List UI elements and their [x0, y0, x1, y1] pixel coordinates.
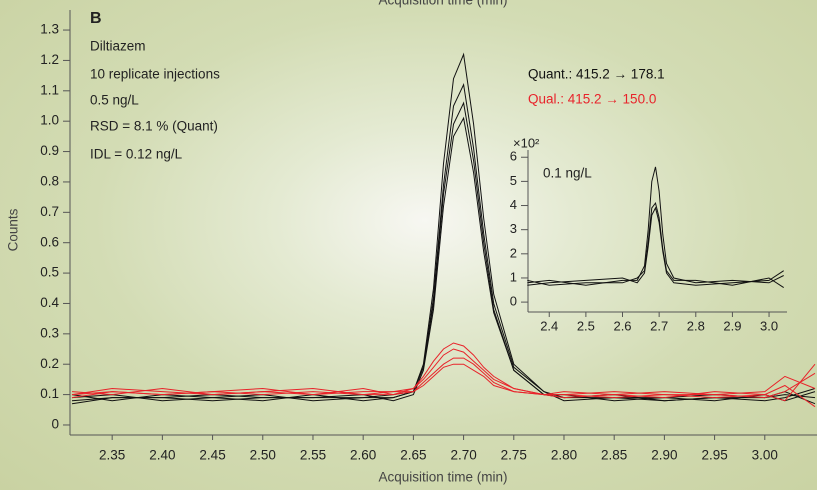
trace	[71, 342, 816, 399]
y-tick-label: 0	[51, 417, 59, 432]
x-tick-label: 3.00	[752, 448, 778, 463]
x-tick-label: 2.65	[400, 448, 426, 463]
annotation: 10 replicate injections	[90, 67, 220, 82]
x-tick-label: 2.50	[250, 448, 276, 463]
trace	[527, 166, 784, 286]
x-tick-label: 2.85	[601, 448, 627, 463]
y-tick-label: 2	[510, 245, 517, 260]
y-tick-label: 0.9	[40, 143, 59, 158]
x-tick-label: 2.45	[199, 448, 225, 463]
trace	[71, 348, 816, 402]
trace	[527, 206, 784, 286]
trace	[71, 116, 816, 405]
y-tick-label: 1.1	[40, 82, 59, 97]
annotation: 0.5 ng/L	[90, 93, 139, 108]
x-tick-label: 2.80	[551, 448, 577, 463]
x-tick-label: 2.8	[687, 318, 705, 333]
y-tick-label: 0.3	[40, 325, 59, 340]
x-tick-label: 2.5	[577, 318, 595, 333]
y-tick-label: 1.2	[40, 52, 59, 67]
y-tick-label: 5	[510, 173, 517, 188]
x-tick-label: 2.90	[651, 448, 677, 463]
x-tick-label: 3.0	[760, 318, 778, 333]
annotation: 0.1 ng/L	[543, 166, 592, 181]
y-tick-label: 0.7	[40, 204, 59, 219]
x-tick-label: 2.7	[650, 318, 668, 333]
y-tick-label: 0.1	[40, 386, 59, 401]
annotation: IDL = 0.12 ng/L	[90, 147, 183, 162]
legend-label: Quant.: 415.2 → 178.1	[528, 67, 665, 82]
y-tick-label: 0.6	[40, 234, 59, 249]
trace	[527, 201, 784, 289]
y-tick-label: 3	[510, 221, 517, 236]
trace	[71, 363, 816, 399]
x-tick-label: 2.40	[149, 448, 175, 463]
annotation: Diltiazem	[90, 39, 146, 54]
x-axis-title: Acquisition time (min)	[378, 470, 507, 485]
x-tick-label: 2.9	[723, 318, 741, 333]
x-tick-label: 2.95	[701, 448, 727, 463]
y-tick-label: 4	[510, 197, 517, 212]
y-tick-label: 0	[510, 294, 517, 309]
y-tick-label: 1	[510, 269, 517, 284]
top-caption: Acquisition time (min)	[378, 0, 507, 8]
x-tick-label: 2.6	[613, 318, 631, 333]
y-tick-label: 6	[510, 149, 517, 164]
y-axis-title: Counts	[6, 208, 21, 251]
trace	[71, 357, 816, 408]
panel-label: B	[90, 10, 102, 27]
x-tick-label: 2.70	[450, 448, 476, 463]
y-tick-label: 0.2	[40, 356, 59, 371]
y-tick-label: 0.5	[40, 265, 59, 280]
y-tick-label: 1.3	[40, 22, 59, 37]
legend-label: Qual.: 415.2 → 150.0	[528, 92, 656, 107]
y-tick-label: 0.4	[40, 295, 59, 310]
x-tick-label: 2.60	[350, 448, 376, 463]
x-tick-label: 2.35	[99, 448, 125, 463]
x-tick-label: 2.4	[540, 318, 558, 333]
y-tick-label: 1.0	[40, 113, 59, 128]
x-tick-label: 2.75	[501, 448, 527, 463]
y-tick-label: 0.8	[40, 174, 59, 189]
x-tick-label: 2.55	[300, 448, 326, 463]
annotation: RSD = 8.1 % (Quant)	[90, 119, 218, 134]
y-axis-title: ×10²	[513, 135, 540, 150]
trace	[71, 101, 816, 405]
